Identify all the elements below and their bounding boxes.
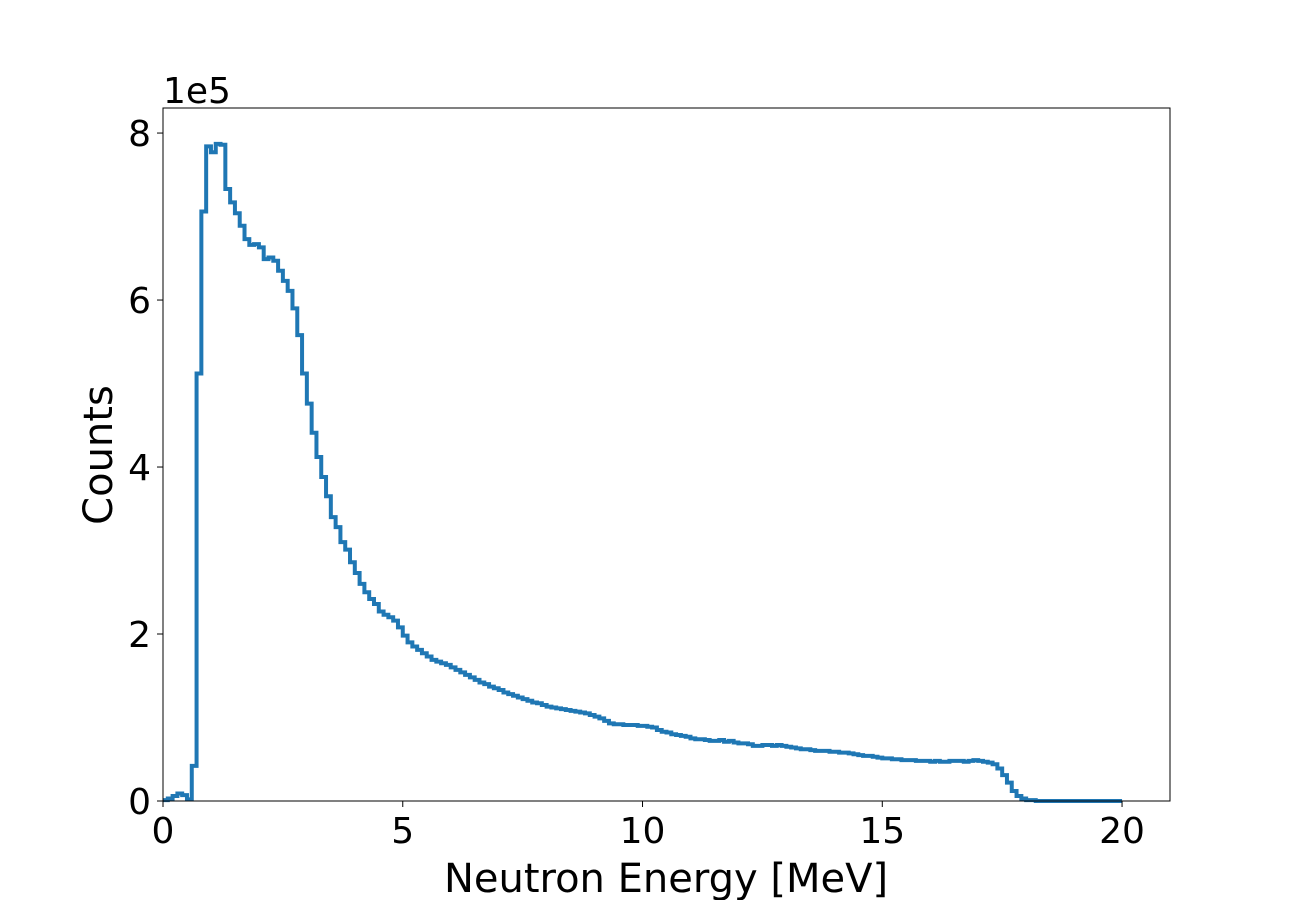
plot-frame — [162, 107, 1171, 802]
y-tick-label: 6 — [128, 281, 151, 322]
y-tick-label: 4 — [128, 448, 151, 489]
y-tick-label: 2 — [128, 615, 151, 656]
x-tick-label: 0 — [152, 811, 175, 852]
y-offset-label: 1e5 — [163, 71, 231, 112]
y-axis-ticks: 0 2 4 6 8 — [128, 114, 163, 823]
y-tick-label: 0 — [128, 782, 151, 823]
x-axis-label: Neutron Energy [MeV] — [444, 856, 888, 900]
x-tick-label: 10 — [620, 811, 666, 852]
x-axis-ticks: 0 5 10 15 20 — [152, 801, 1145, 852]
x-tick-label: 20 — [1099, 811, 1145, 852]
x-tick-label: 15 — [859, 811, 905, 852]
y-axis-label: Counts — [76, 385, 122, 525]
series-layer — [163, 141, 1123, 803]
y-tick-label: 8 — [128, 114, 151, 155]
series-line-0 — [163, 141, 1123, 803]
x-tick-label: 5 — [391, 811, 414, 852]
plot-area — [163, 108, 1170, 801]
